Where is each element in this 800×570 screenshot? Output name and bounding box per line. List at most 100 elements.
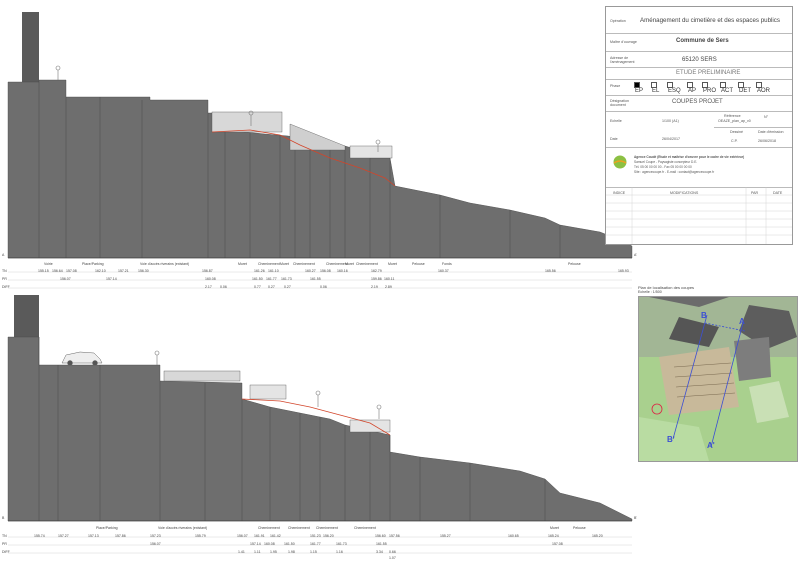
tn-value: 156.30 — [138, 269, 149, 273]
modifications-table-grid — [606, 187, 792, 244]
projet-value: 160.08 — [264, 542, 275, 546]
agency-title: Agence Coudé (Etude et maîtrise d'oeuvre… — [634, 155, 745, 159]
row-label-pr: PR — [2, 277, 7, 281]
end-label-a: A — [2, 253, 5, 257]
point-label: Muret — [550, 526, 559, 530]
projet-value: 161.73 — [336, 542, 347, 546]
diff-value: 0.06 — [220, 285, 227, 289]
tower-shape — [22, 12, 39, 82]
header-par: PAR — [751, 191, 759, 195]
point-label: Cheminement — [258, 526, 280, 530]
point-label: Place/Parking — [96, 526, 118, 530]
ramp-1 — [289, 123, 346, 151]
tn-value: 165.56 — [545, 269, 556, 273]
designation-label: Désignation document — [610, 99, 629, 107]
point-label: Muret — [280, 262, 289, 266]
tn-value: 165.24 — [548, 534, 559, 538]
phase-pro: PRO — [702, 82, 716, 94]
emission-value: 26/06/2018 — [758, 139, 776, 143]
diff-value: 1.11 — [254, 550, 261, 554]
echelle-value: 1/100 (A1) — [662, 119, 679, 123]
tn-value: 155.27 — [440, 534, 451, 538]
row-label-tn: TN — [2, 269, 7, 273]
echelle-label: Echelle — [610, 119, 622, 123]
checkbox-icon — [720, 82, 726, 88]
phase-label: Phase — [610, 84, 621, 88]
tn-value: 162.10 — [95, 269, 106, 273]
point-label: Pelouse — [568, 262, 581, 266]
point-label: Pelouse — [573, 526, 586, 530]
phase-el: EL — [651, 82, 659, 94]
section-lines — [672, 314, 746, 448]
diff-value: 0.77 — [254, 285, 261, 289]
dessin-value: C.P. — [731, 139, 738, 143]
point-label: Cheminement — [354, 526, 376, 530]
end-label-b-prime: B' — [634, 516, 638, 520]
projet-value: 157.08 — [552, 542, 563, 546]
point-label: Muret — [388, 262, 397, 266]
diff-value: 0.66 — [389, 550, 396, 554]
diff-value: 1.41 — [238, 550, 245, 554]
diff-value: 0.27 — [268, 285, 275, 289]
projet-value: 160.08 — [205, 277, 216, 281]
projet-value: 161.50 — [252, 277, 263, 281]
end-label-a-prime: A' — [634, 253, 638, 257]
tower-b — [14, 295, 39, 337]
pillars-b — [38, 337, 546, 521]
diff-value: 1.98 — [288, 550, 295, 554]
point-label: Cheminement — [293, 262, 315, 266]
checkbox-icon — [651, 82, 657, 88]
tn-value: 161.91 — [254, 534, 265, 538]
diff-value: 2.89 — [385, 285, 392, 289]
section-b-drawing — [7, 295, 633, 554]
tn-value: 162.79 — [371, 269, 382, 273]
point-label: Cheminement — [356, 262, 378, 266]
header-modifications: MODIFICATIONS — [670, 191, 699, 195]
phase-aor: AOR — [756, 82, 770, 94]
agency-line4: Site : agencecoupe.fr - E-mail : contact… — [634, 170, 715, 174]
section-a-profile: A A' TN PR DIFF Voirie Place/Parking Voi… — [0, 0, 640, 290]
projet-value: 161.77 — [266, 277, 277, 281]
date-value: 26/04/2017 — [662, 137, 680, 141]
person-figures-b — [154, 350, 382, 419]
structure-wall-2 — [163, 370, 241, 382]
tn-value: 157.08 — [66, 269, 77, 273]
projet-value: 157.14 — [106, 277, 117, 281]
row-label-tn: TN — [2, 534, 7, 538]
agency-line3: Tél. 05 00 00 00 00 - Fax 05 00 00 00 00 — [634, 165, 692, 169]
point-label: Cheminement — [316, 526, 338, 530]
projet-value: 160.11 — [384, 277, 395, 281]
adresse-value: 65120 SERS — [682, 57, 717, 63]
point-label: Voie d'accès riverains (existant) — [140, 262, 190, 266]
tn-value: 157.27 — [58, 534, 69, 538]
tn-value: 157.86 — [115, 534, 126, 538]
point-label: Cheminement — [326, 262, 348, 266]
tn-value: 156.64 — [52, 269, 63, 273]
map-label-a-prime: A' — [707, 441, 715, 450]
projet-value: 161.73 — [281, 277, 292, 281]
tn-value: 161.42 — [270, 534, 281, 538]
person-figures-a — [55, 65, 381, 152]
checkbox-icon — [702, 82, 708, 88]
phase-ep: EP — [634, 82, 643, 94]
end-label-b: B — [2, 516, 5, 520]
tn-value: 156.08 — [320, 269, 331, 273]
tn-value: 160.37 — [438, 269, 449, 273]
tn-value: 160.65 — [508, 534, 519, 538]
tn-value: 156.07 — [237, 534, 248, 538]
dessin-label: Dessiné — [730, 130, 743, 134]
phase-ap: AP — [687, 82, 696, 94]
pillars-a — [38, 82, 561, 258]
tn-value: 156.60 — [375, 534, 386, 538]
title-block: Opération Aménagement du cimetière et de… — [605, 6, 793, 245]
ground-mass-a — [7, 79, 633, 259]
date-label: Date — [610, 137, 618, 141]
diff-value: 0.27 — [284, 285, 291, 289]
platform-1 — [349, 145, 393, 159]
tn-value: 155.79 — [195, 534, 206, 538]
point-label: Voie d'accès riverains (existant) — [158, 526, 208, 530]
point-label: Muret — [345, 262, 354, 266]
diff-value: 1.15 — [310, 550, 317, 554]
projet-value: 161.55 — [376, 542, 387, 546]
tn-value: 161.26 — [254, 269, 265, 273]
